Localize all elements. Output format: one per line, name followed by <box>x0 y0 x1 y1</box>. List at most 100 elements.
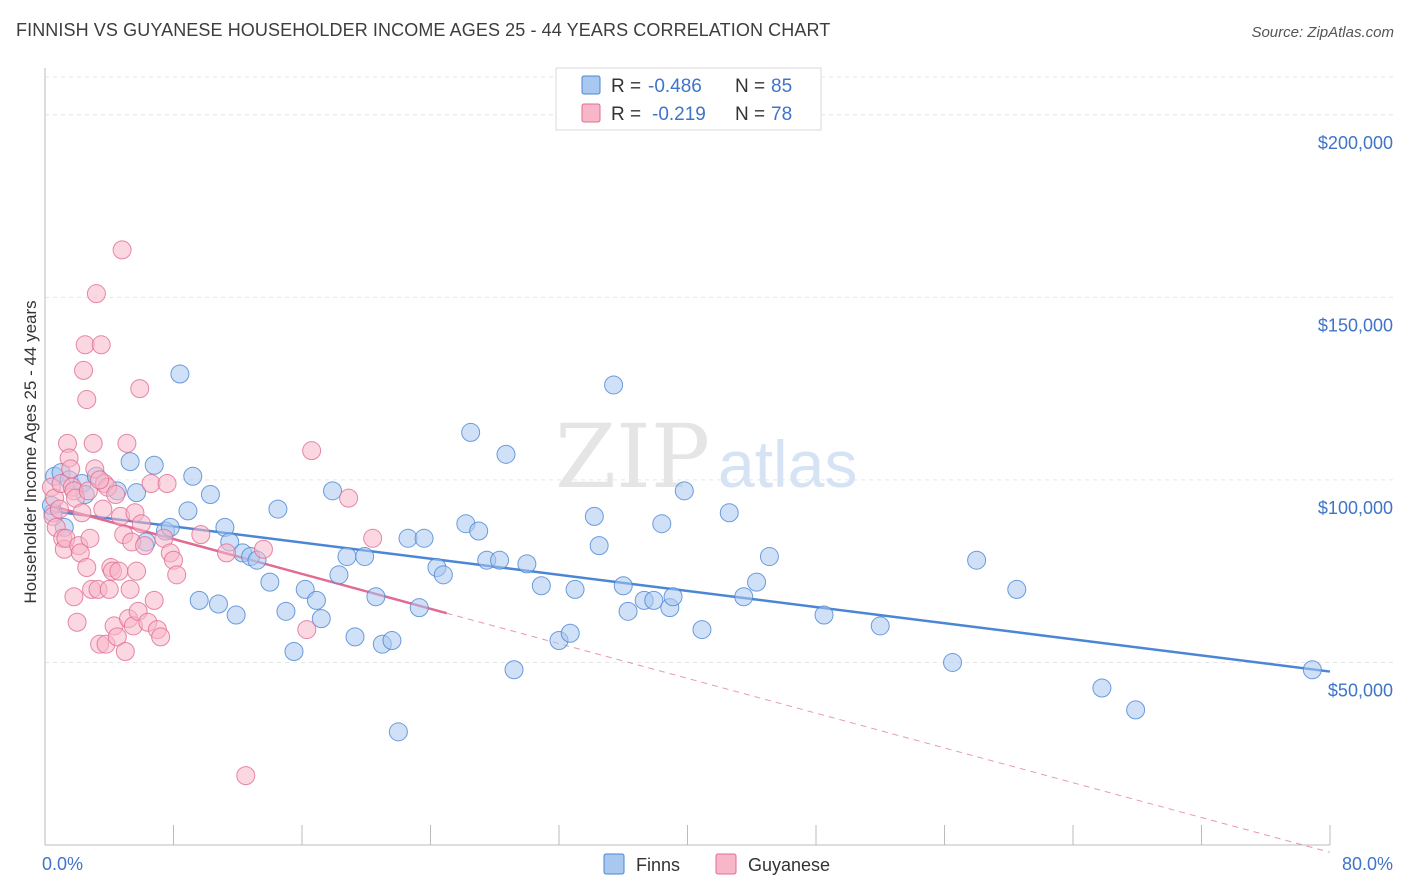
watermark: ZIP atlas <box>555 405 857 508</box>
data-point <box>226 605 246 625</box>
data-point <box>67 612 87 632</box>
data-point <box>461 422 481 442</box>
data-point <box>127 483 147 503</box>
y-tick-label: $50,000 <box>1328 680 1393 700</box>
data-point <box>77 558 97 578</box>
data-point <box>151 627 171 647</box>
data-point <box>131 514 151 534</box>
data-point <box>759 547 779 567</box>
data-point <box>329 565 349 585</box>
bottom-legend-label-guyanese: Guyanese <box>748 855 830 875</box>
data-point <box>870 616 890 636</box>
data-point <box>644 590 664 610</box>
y-tick-labels: $200,000 $150,000 $100,000 $50,000 <box>1318 133 1393 701</box>
data-point <box>86 284 106 304</box>
data-point <box>1092 678 1112 698</box>
data-point <box>355 547 375 567</box>
data-point <box>112 240 132 260</box>
bottom-legend-swatch-finns <box>603 853 625 875</box>
data-point <box>253 539 273 559</box>
data-point <box>382 631 402 651</box>
data-point <box>268 499 288 519</box>
data-point <box>208 594 228 614</box>
data-point <box>1126 700 1146 720</box>
y-tick-label: $200,000 <box>1318 133 1393 153</box>
data-point <box>337 547 357 567</box>
data-point <box>144 455 164 475</box>
data-point <box>189 590 209 610</box>
legend-r-label-finns: R = <box>611 76 641 97</box>
x-tick-labels: 0.0% 80.0% <box>42 854 1393 874</box>
data-point <box>90 470 110 490</box>
data-point <box>398 528 418 548</box>
x-tick-label: 0.0% <box>42 854 83 874</box>
data-point <box>170 364 190 384</box>
data-point <box>652 514 672 534</box>
data-point <box>157 474 177 494</box>
watermark-atlas: atlas <box>718 427 857 501</box>
legend-n-label-guyanese: N = <box>735 104 765 125</box>
data-point <box>191 525 211 545</box>
data-point <box>77 390 97 410</box>
legend-r-label-guyanese: R = <box>611 104 641 125</box>
data-point <box>120 452 140 472</box>
bottom-legend-label-finns: Finns <box>636 855 680 875</box>
data-point <box>531 576 551 596</box>
data-point <box>814 605 834 625</box>
data-point <box>366 587 386 607</box>
data-point <box>109 561 129 581</box>
data-point <box>284 641 304 661</box>
data-point <box>618 601 638 621</box>
data-point <box>734 587 754 607</box>
data-point <box>517 554 537 574</box>
data-point <box>1007 579 1027 599</box>
data-point <box>388 722 408 742</box>
axes <box>44 68 1331 846</box>
data-point <box>49 499 69 519</box>
data-point <box>363 528 383 548</box>
legend-n-label-finns: N = <box>735 76 765 97</box>
legend: R = -0.486 N = 85 R = -0.219 N = 78 <box>555 67 822 131</box>
data-point <box>565 579 585 599</box>
data-point <box>74 360 94 380</box>
legend-n-value-guyanese: 78 <box>771 104 792 125</box>
y-tick-label: $100,000 <box>1318 498 1393 518</box>
data-point <box>80 528 100 548</box>
data-point <box>747 572 767 592</box>
data-point <box>200 484 220 504</box>
data-point <box>584 506 604 526</box>
data-point <box>311 609 331 629</box>
data-point <box>115 641 135 661</box>
chart-source: Source: ZipAtlas.com <box>1251 24 1394 41</box>
data-point <box>613 576 633 596</box>
data-point <box>178 501 198 521</box>
data-point <box>589 536 609 556</box>
data-point <box>127 561 147 581</box>
data-point <box>306 590 326 610</box>
trend-line-extension <box>446 612 1331 853</box>
trend-line <box>49 509 1331 673</box>
data-point <box>692 620 712 640</box>
data-point <box>323 481 343 501</box>
data-point <box>120 579 140 599</box>
bottom-legend-swatch-guyanese <box>715 853 737 875</box>
data-point <box>674 481 694 501</box>
data-point <box>236 766 256 786</box>
data-point <box>967 550 987 570</box>
data-point <box>183 466 203 486</box>
data-point <box>217 543 237 563</box>
y-tick-label: $150,000 <box>1318 315 1393 335</box>
x-tick-label: 80.0% <box>1342 854 1393 874</box>
data-point <box>61 459 81 479</box>
data-point <box>496 444 516 464</box>
legend-n-value-finns: 85 <box>771 76 792 97</box>
data-point <box>302 441 322 461</box>
data-point <box>75 335 95 355</box>
data-point <box>83 433 103 453</box>
data-point <box>117 433 137 453</box>
data-point <box>1302 660 1322 680</box>
data-point <box>604 375 624 395</box>
data-point <box>72 503 92 523</box>
data-point <box>276 601 296 621</box>
data-point <box>433 565 453 585</box>
